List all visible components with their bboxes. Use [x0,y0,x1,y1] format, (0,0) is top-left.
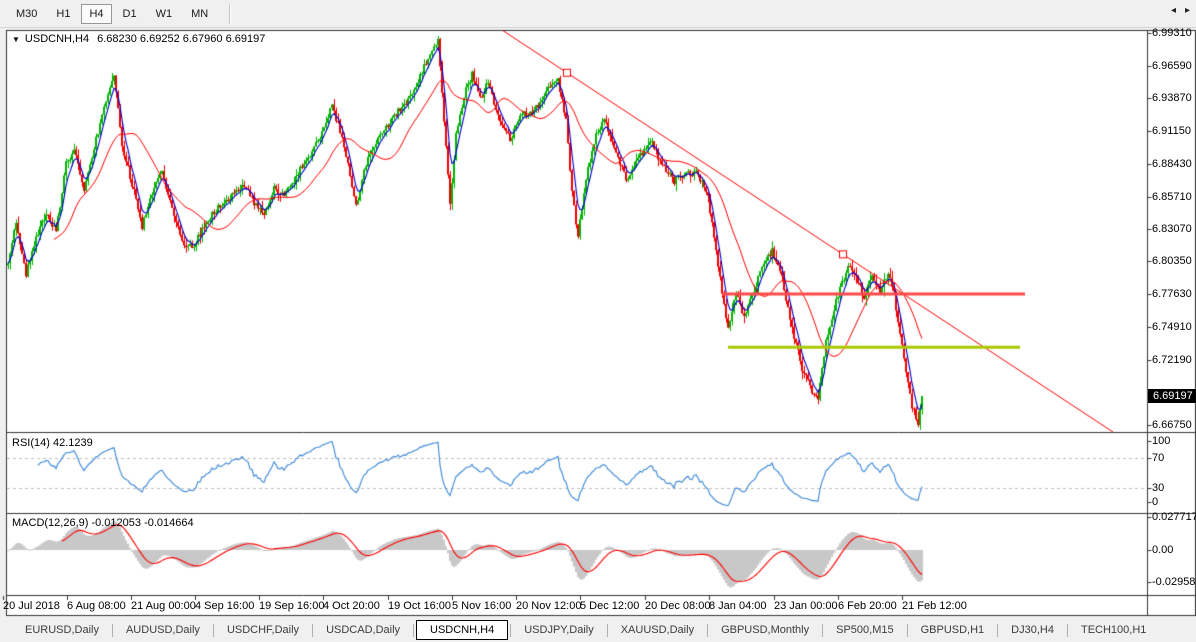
tf-button-h4[interactable]: H4 [81,3,112,24]
tab-sp500-m15[interactable]: SP500,M15 [836,624,894,636]
rsi-axis-label: 30 [1152,482,1165,494]
macd-axis-label: 0.00 [1152,544,1174,556]
price-axis-label: 6.72190 [1152,353,1192,366]
time-axis-label: 21 Aug 00:00 [131,600,196,612]
chart-symbol-label: USDCNH,H4 [24,33,90,45]
rsi-indicator-label: RSI(14) 42.1239 [12,437,93,449]
time-axis-label: 21 Feb 12:00 [902,600,967,612]
chart-ohlc-values: 6.68230 6.69252 6.67960 6.69197 [97,33,266,45]
price-axis-label: 6.66750 [1152,419,1192,432]
time-axis-label: 5 Nov 16:00 [452,600,512,612]
time-axis-label: 4 Sep 16:00 [195,600,255,612]
time-axis-label: 20 Dec 08:00 [645,600,711,612]
tab-separator [822,623,824,637]
tab-gbpusd-monthly[interactable]: GBPUSD,Monthly [721,624,810,636]
tab-usdchf-daily[interactable]: USDCHF,Daily [226,624,300,636]
timeframe-toolbar: M30 H1 H4 D1 W1 MN [0,0,1196,28]
tab-dj30-h4[interactable]: DJ30,H4 [1011,624,1054,636]
tab-gbpusd-h1[interactable]: GBPUSD,H1 [920,624,985,636]
tab-separator [1066,623,1068,637]
price-axis-label: 6.91150 [1152,125,1191,138]
chart-header: ▼ USDCNH,H4 6.68230 6.69252 6.67960 6.69… [12,33,265,45]
tf-button-d1[interactable]: D1 [122,7,137,20]
price-axis-label: 6.83070 [1152,222,1192,235]
time-axis-label: 4 Oct 20:00 [323,600,380,612]
tab-scroll-buttons: ◂ ▸ [1171,5,1190,16]
time-axis-label: 19 Sep 16:00 [259,600,325,612]
time-axis-label: 6 Feb 20:00 [838,600,897,612]
toolbar-separator [229,3,232,24]
tf-button-w1[interactable]: W1 [155,7,173,20]
price-axis-label: 6.99310 [1152,27,1192,39]
tab-separator [510,623,512,637]
tab-tech100-h1[interactable]: TECH100,H1 [1080,624,1147,636]
tab-separator [606,623,608,637]
time-axis-label: 20 Jul 2018 [3,600,60,612]
price-axis-label: 6.93870 [1152,92,1192,105]
current-price-badge: 6.69197 [1148,388,1196,403]
rsi-axis-label: 70 [1152,452,1165,464]
tab-usdcad-daily[interactable]: USDCAD,Daily [326,624,401,636]
tab-scroll-left-icon[interactable]: ◂ [1170,5,1176,16]
tab-separator [212,623,214,637]
tf-button-h1[interactable]: H1 [56,7,71,20]
time-axis-label: 6 Aug 08:00 [67,600,126,612]
tab-separator [997,623,999,637]
tab-eurusd-daily[interactable]: EURUSD,Daily [25,624,99,636]
tab-usdjpy-daily[interactable]: USDJPY,Daily [524,624,594,636]
time-axis-label: 19 Oct 16:00 [388,600,451,612]
time-axis-label: 5 Dec 12:00 [580,600,640,612]
tf-button-mn[interactable]: MN [191,7,209,20]
time-axis-label: 8 Jan 04:00 [709,600,767,612]
tab-audusd-daily[interactable]: AUDUSD,Daily [125,624,200,636]
time-axis-label: 23 Jan 00:00 [774,600,838,612]
price-axis-label: 6.96590 [1152,59,1192,72]
time-axis-label: 20 Nov 12:00 [516,600,582,612]
rsi-axis-label: 0 [1152,496,1159,508]
tab-separator [413,623,415,637]
rsi-axis-label: 100 [1152,435,1171,447]
tab-separator [906,623,908,637]
tab-scroll-right-icon[interactable]: ▸ [1184,5,1190,16]
tab-xauusd-daily[interactable]: XAUUSD,Daily [620,624,695,636]
tab-separator [111,623,113,637]
dropdown-arrow-icon[interactable]: ▼ [12,34,20,44]
price-axis-label: 6.88430 [1152,157,1192,170]
tab-separator [707,623,709,637]
price-axis-label: 6.74910 [1152,320,1192,333]
price-axis-label: 6.77630 [1152,288,1192,301]
macd-axis-label: -0.029582 [1152,576,1196,588]
tab-usdcnh-h4[interactable]: USDCNH,H4 [416,620,509,640]
price-axis-label: 6.80350 [1152,255,1192,268]
tab-separator [312,623,314,637]
price-axis-label: 6.85710 [1152,190,1192,203]
macd-axis-label: 0.027717 [1152,511,1196,523]
tf-button-m30[interactable]: M30 [16,7,38,20]
symbol-tab-bar: EURUSD,Daily AUDUSD,Daily USDCHF,Daily USDC… [0,618,1196,642]
macd-indicator-label: MACD(12,26,9) -0.012053 -0.014664 [12,517,194,529]
